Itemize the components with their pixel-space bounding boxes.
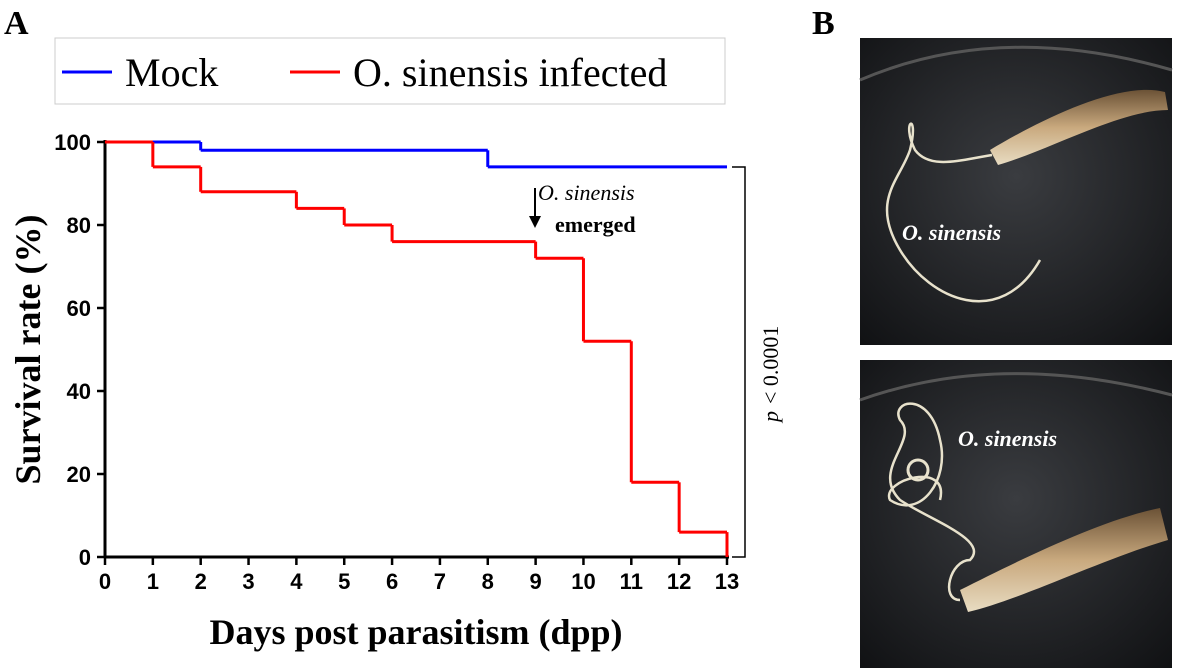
y-tick-label: 0 xyxy=(79,545,91,570)
y-tick-label: 80 xyxy=(67,213,91,238)
arrowhead xyxy=(529,216,541,228)
legend: Mock O. sinensis infected xyxy=(62,50,667,95)
p-value-text: < 0.0001 xyxy=(758,326,783,404)
photo: O. sinensis xyxy=(859,38,1173,345)
y-tick-label: 40 xyxy=(67,379,91,404)
p-value: p < 0.0001 xyxy=(758,326,783,424)
x-tick-label: 11 xyxy=(620,569,643,594)
x-tick-label: 3 xyxy=(242,569,254,594)
annotation: O. sinensis xyxy=(538,180,635,205)
x-tick-label: 4 xyxy=(290,569,303,594)
photo-label: O. sinensis xyxy=(958,426,1057,451)
legend-label: Mock xyxy=(125,50,218,95)
x-tick-label: 12 xyxy=(667,569,691,594)
x-tick-label: 13 xyxy=(715,569,739,594)
panel-label: A xyxy=(4,5,29,42)
legend-label: O. sinensis infected xyxy=(353,50,667,95)
x-tick-label: 7 xyxy=(434,569,446,594)
y-tick-label: 60 xyxy=(67,296,91,321)
photo-label: O. sinensis xyxy=(902,220,1001,245)
x-axis-title: Days post parasitism (dpp) xyxy=(209,612,622,652)
annotation: emerged xyxy=(555,212,636,237)
x-tick-label: 2 xyxy=(195,569,207,594)
x-tick-label: 5 xyxy=(338,569,350,594)
x-tick-label: 8 xyxy=(482,569,494,594)
p-label: p xyxy=(758,411,783,424)
y-axis-title: Survival rate (%) xyxy=(8,215,48,485)
x-tick-label: 1 xyxy=(147,569,159,594)
bracket xyxy=(732,166,746,558)
photo: O. sinensis xyxy=(859,360,1173,668)
x-tick-label: 9 xyxy=(529,569,541,594)
y-tick-label: 100 xyxy=(54,130,91,155)
panel-label: B xyxy=(812,5,835,42)
legend-box xyxy=(54,37,726,105)
x-tick-label: 10 xyxy=(571,569,595,594)
x-tick-label: 0 xyxy=(99,569,111,594)
y-tick-label: 20 xyxy=(67,462,91,487)
x-tick-label: 6 xyxy=(386,569,398,594)
